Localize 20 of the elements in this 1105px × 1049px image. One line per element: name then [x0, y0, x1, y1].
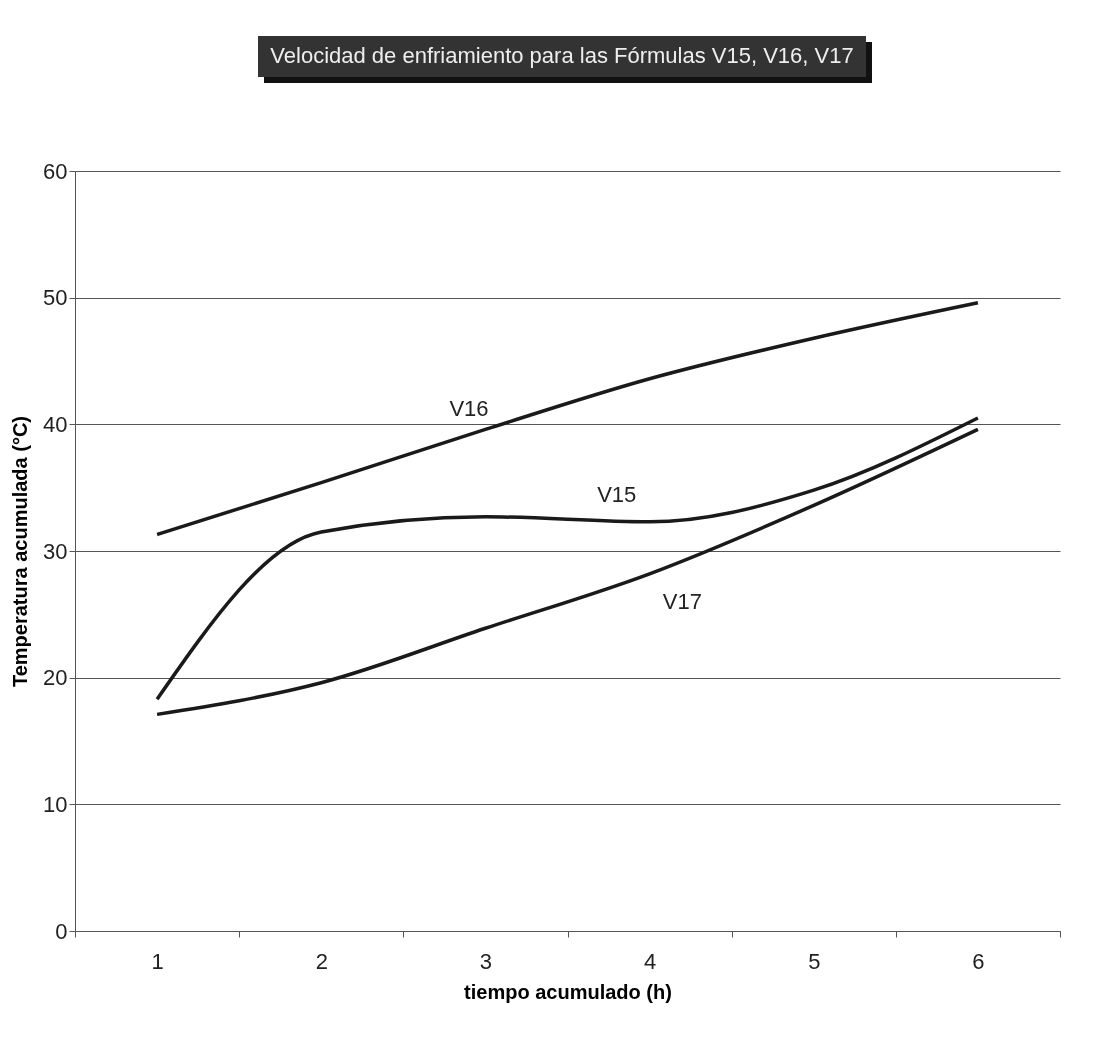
- x-tick-label: 4: [643, 948, 657, 974]
- series-label: V17: [662, 588, 702, 614]
- y-tick-label: 40: [43, 411, 68, 437]
- y-tick-label: 0: [55, 918, 68, 944]
- x-tick-label: 2: [315, 948, 328, 974]
- y-axis-title: Temperatura acumulada (°C): [9, 415, 32, 688]
- series-label: V16: [449, 396, 489, 422]
- y-tick-label: 30: [43, 538, 68, 564]
- x-tick-label: 5: [808, 948, 821, 974]
- y-tick-label: 20: [43, 665, 68, 691]
- x-axis-title: tiempo acumulado (h): [464, 980, 672, 1003]
- x-tick-label: 6: [972, 948, 985, 974]
- x-tick-label: 3: [479, 948, 493, 974]
- series-label: V15: [597, 481, 637, 507]
- chart-title: Velocidad de enfriamiento para las Fórmulas V15, V16, V17: [258, 36, 866, 77]
- y-tick-label: 60: [43, 158, 68, 184]
- x-tick-label: 1: [151, 948, 164, 974]
- line-series: [155, 300, 980, 537]
- y-tick-label: 10: [43, 791, 68, 817]
- y-tick-label: 50: [43, 285, 68, 311]
